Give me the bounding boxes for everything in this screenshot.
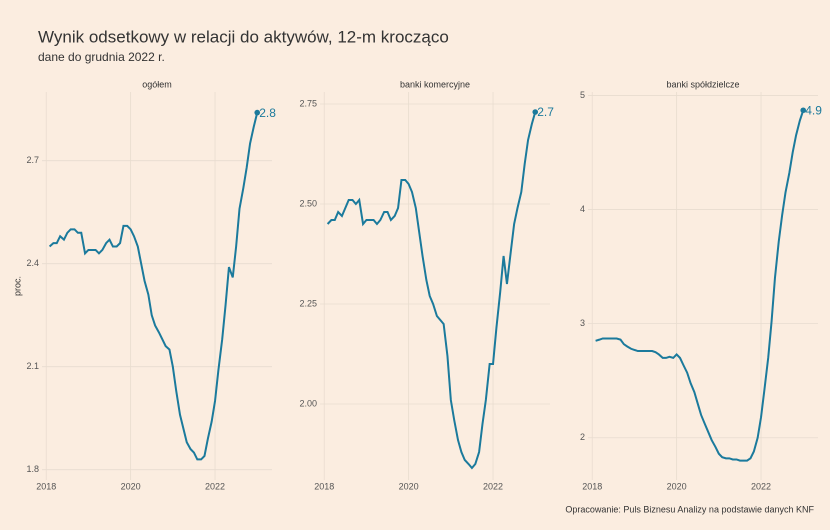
y-tick-label: 2.25 xyxy=(299,298,317,308)
chart-title: Wynik odsetkowy w relacji do aktywów, 12… xyxy=(38,27,449,46)
series-line xyxy=(326,111,537,470)
y-axis-label: proc. xyxy=(12,276,22,296)
y-tick-label: 3 xyxy=(580,318,585,328)
x-tick-label: 2022 xyxy=(751,481,771,491)
end-point xyxy=(254,109,261,116)
end-point xyxy=(532,109,539,115)
x-tick-label: 2020 xyxy=(121,481,141,491)
x-tick-label: 2022 xyxy=(483,481,503,491)
y-tick-label: 5 xyxy=(580,90,585,100)
y-tick-label: 4 xyxy=(580,204,585,214)
end-label: 2.7 xyxy=(537,105,554,119)
x-tick-label: 2018 xyxy=(314,481,334,491)
series-line xyxy=(595,109,805,462)
y-tick-label: 1.8 xyxy=(26,464,39,474)
end-label: 4.9 xyxy=(805,103,822,117)
chart-subtitle: dane do grudnia 2022 r. xyxy=(38,50,165,64)
y-tick-label: 2.50 xyxy=(299,198,317,208)
y-tick-label: 2.75 xyxy=(299,98,317,108)
y-tick-label: 2 xyxy=(580,432,585,442)
x-tick-label: 2022 xyxy=(205,481,225,491)
y-tick-label: 2.7 xyxy=(26,155,39,165)
facet-title: ogółem xyxy=(142,79,172,89)
x-tick-label: 2020 xyxy=(667,481,687,491)
x-tick-label: 2020 xyxy=(399,481,419,491)
facet-title: banki komercyjne xyxy=(400,79,470,89)
caption: Opracowanie: Puls Biznesu Analizy na pod… xyxy=(565,504,814,514)
x-tick-label: 2018 xyxy=(582,481,602,491)
facet-title: banki spółdzielcze xyxy=(666,79,739,89)
x-tick-label: 2018 xyxy=(36,481,56,491)
end-point xyxy=(800,107,807,114)
y-tick-label: 2.1 xyxy=(26,361,39,371)
end-label: 2.8 xyxy=(259,106,276,120)
y-tick-label: 2.4 xyxy=(26,258,39,268)
y-tick-label: 2.00 xyxy=(299,398,317,408)
series-line xyxy=(48,112,259,461)
